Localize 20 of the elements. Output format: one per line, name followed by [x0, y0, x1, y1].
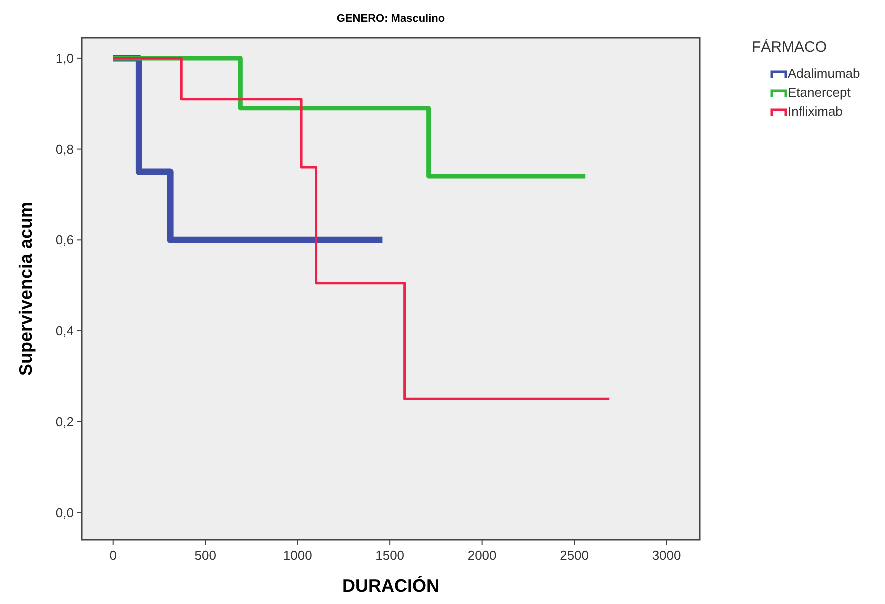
y-tick-label: 0,6 — [56, 232, 74, 248]
chart-title: GENERO: Masculino — [336, 13, 446, 25]
x-tick-label: 3000 — [652, 548, 682, 563]
legend-label: Adalimumab — [788, 66, 860, 81]
y-tick-label: 0,8 — [56, 142, 74, 157]
y-tick-label: 1,0 — [56, 50, 74, 66]
y-axis-title: Supervivencia acum — [16, 202, 36, 376]
legend-label: Etanercept — [788, 85, 852, 100]
x-tick-label: 2500 — [560, 548, 590, 563]
x-tick-label: 0 — [110, 548, 117, 563]
y-tick-label: 0,4 — [56, 324, 74, 339]
x-tick-label: 500 — [194, 548, 216, 563]
x-axis-title: DURACIÓN — [342, 576, 440, 596]
x-tick-label: 1500 — [376, 548, 405, 563]
y-tick-label: 0,2 — [56, 414, 74, 430]
y-tick-label: 0,0 — [56, 505, 74, 520]
legend-title: FÁRMACO — [752, 38, 827, 56]
x-tick-label: 2000 — [468, 548, 497, 563]
x-tick-label: 1000 — [283, 548, 312, 563]
legend-label: Infliximab — [788, 104, 843, 119]
